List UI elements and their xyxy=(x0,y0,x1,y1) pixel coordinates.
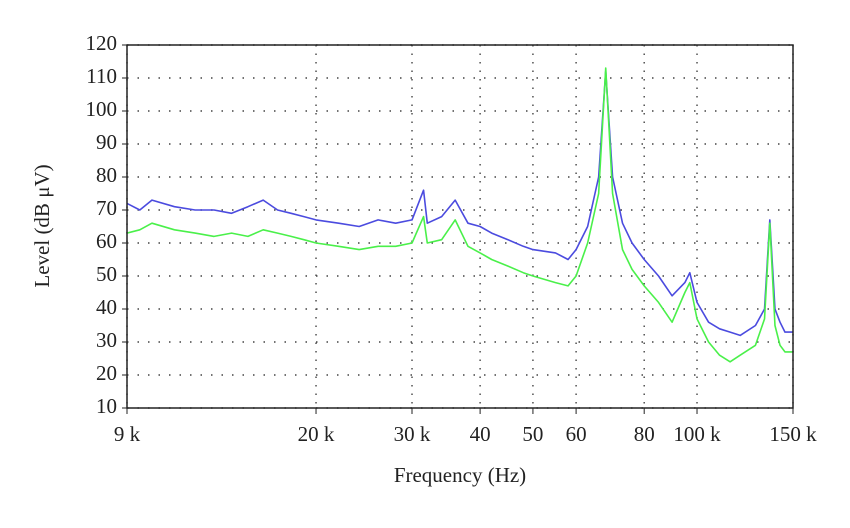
y-tick-label: 120 xyxy=(86,31,118,55)
x-tick-label: 50 xyxy=(522,422,543,446)
y-tick-label: 110 xyxy=(86,64,117,88)
x-axis-label: Frequency (Hz) xyxy=(394,463,526,487)
x-tick-label: 60 xyxy=(566,422,587,446)
x-tick-label: 40 xyxy=(470,422,491,446)
y-tick-label: 80 xyxy=(96,163,117,187)
y-tick-label: 20 xyxy=(96,361,117,385)
y-tick-label: 70 xyxy=(96,196,117,220)
x-tick-label: 9 k xyxy=(114,422,141,446)
y-tick-label: 100 xyxy=(86,97,118,121)
plot-frame xyxy=(126,44,794,409)
x-tick-label: 100 k xyxy=(673,422,721,446)
x-tick-label: 30 k xyxy=(394,422,431,446)
x-tick-label: 150 k xyxy=(769,422,817,446)
x-tick-label: 80 xyxy=(634,422,655,446)
y-tick-label: 40 xyxy=(96,295,117,319)
y-tick-label: 30 xyxy=(96,328,117,352)
y-tick-label: 90 xyxy=(96,130,117,154)
y-tick-label: 50 xyxy=(96,262,117,286)
x-tick-label: 20 k xyxy=(298,422,335,446)
series-line xyxy=(126,67,793,363)
series-line xyxy=(126,70,793,337)
y-tick-label: 60 xyxy=(96,229,117,253)
y-tick-label: 10 xyxy=(96,394,117,418)
y-axis-label: Level (dB μV) xyxy=(30,164,54,287)
